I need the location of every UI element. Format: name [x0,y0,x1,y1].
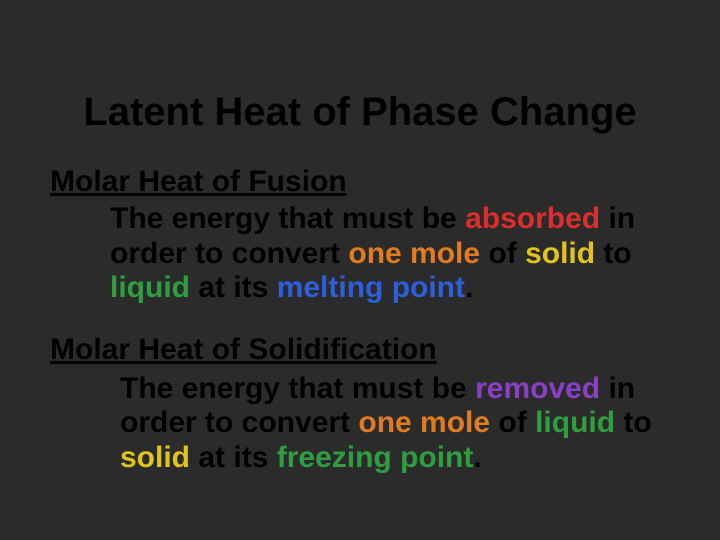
s1-text-3: of [480,237,525,270]
word-freezing-point: freezing point [277,441,474,474]
word-liquid-2: liquid [535,406,615,439]
s1-text-4: to [595,237,632,270]
section1-body: The energy that must be absorbed in orde… [110,202,670,306]
s2-text-3: of [490,406,535,439]
word-one-mole: one mole [348,237,480,270]
s1-text-5: at its [190,271,277,304]
word-solid-2: solid [120,441,190,474]
s2-text-1: The energy that must be [120,372,475,405]
section1-heading: Molar Heat of Fusion [50,164,670,200]
section2-heading: Molar Heat of Solidification [50,332,670,368]
word-one-mole-2: one mole [358,406,490,439]
s2-text-6: . [473,441,481,474]
s2-text-5: at its [190,441,277,474]
section2-body: The energy that must be removed in order… [120,372,670,476]
s2-text-4: to [615,406,652,439]
s1-text-1: The energy that must be [110,202,465,235]
word-solid: solid [525,237,595,270]
word-liquid: liquid [110,271,190,304]
slide: Latent Heat of Phase Change Molar Heat o… [0,0,720,540]
word-melting-point: melting point [277,271,465,304]
slide-title: Latent Heat of Phase Change [50,90,670,134]
s1-text-6: . [465,271,473,304]
word-absorbed: absorbed [465,202,600,235]
word-removed: removed [475,372,600,405]
